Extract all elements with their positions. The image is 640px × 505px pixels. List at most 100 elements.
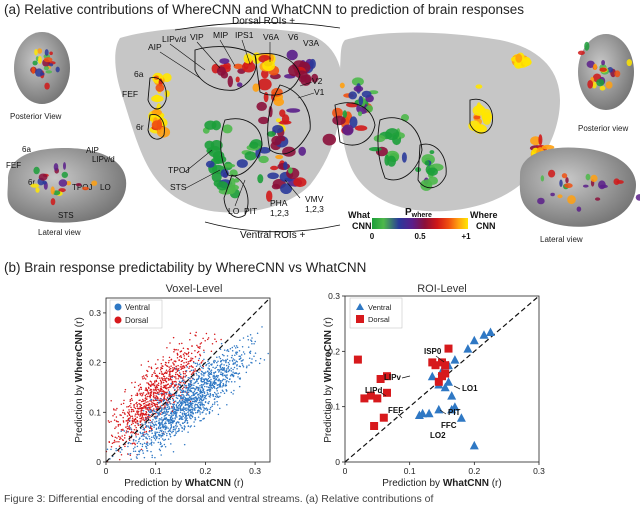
voxel-point [150, 381, 153, 383]
voxel-point [206, 379, 209, 381]
voxel-point [193, 378, 196, 381]
roi-label: LIPv/d [162, 34, 186, 44]
voxel-point [161, 392, 163, 395]
voxel-point [162, 359, 164, 361]
voxel-point [225, 390, 228, 392]
voxel-point [192, 398, 195, 400]
voxel-point [145, 374, 147, 376]
voxel-point [205, 381, 207, 384]
voxel-point [174, 425, 177, 427]
colorbar-right-label-line: CNN [476, 221, 496, 231]
roi-point-dorsal [441, 361, 450, 370]
voxel-point [187, 351, 190, 354]
voxel-point [114, 441, 116, 443]
roi-annotations: ISP0 LIPv LIPd FEF LO1 PIT FFC LO2 [365, 347, 478, 440]
voxel-point [182, 367, 184, 370]
voxel-point [199, 345, 201, 348]
voxel-point [203, 392, 206, 394]
voxel-point [176, 412, 178, 414]
voxel-point [164, 378, 167, 380]
voxel-point [210, 370, 212, 372]
voxel-point [174, 388, 176, 391]
voxel-point [141, 409, 143, 412]
voxel-point [164, 384, 167, 386]
voxel-point [168, 406, 170, 408]
voxel-point [203, 378, 206, 381]
voxel-point [163, 418, 165, 421]
voxel-point [131, 442, 134, 445]
roi-axes-frame [344, 295, 540, 463]
voxel-point [157, 375, 159, 378]
voxel-point [150, 422, 152, 424]
voxel-point [154, 434, 157, 437]
voxel-point [200, 379, 202, 381]
voxel-point [184, 391, 186, 393]
voxel-point [175, 394, 178, 397]
voxel-ylabel-suffix: (r) [74, 317, 85, 330]
voxel-point [150, 367, 153, 370]
voxel-point [192, 377, 194, 380]
voxel-point [194, 368, 196, 370]
voxel-point [196, 344, 198, 347]
voxel-point [184, 352, 186, 354]
label-pointers [159, 39, 315, 207]
activation-blob [156, 119, 163, 130]
voxel-point [199, 354, 202, 357]
voxel-point [242, 359, 244, 361]
voxel-point [147, 425, 149, 427]
voxel-point [154, 431, 156, 433]
voxel-point [214, 371, 217, 373]
voxel-point [188, 362, 190, 365]
voxel-point [154, 456, 156, 459]
voxel-point [164, 425, 167, 427]
voxel-point [135, 439, 137, 442]
voxel-point [151, 383, 153, 385]
voxel-point [128, 411, 131, 413]
voxel-point [191, 416, 194, 418]
voxel-point [168, 422, 170, 425]
voxel-point [168, 433, 171, 435]
voxel-point [195, 406, 197, 409]
voxel-point [182, 394, 184, 396]
voxel-point [130, 415, 132, 417]
voxel-point [172, 409, 174, 412]
voxel-point [209, 390, 211, 393]
voxel-point [179, 373, 182, 376]
voxel-point [181, 408, 184, 410]
voxel-point [173, 368, 176, 370]
voxel-point [267, 352, 269, 355]
voxel-point [160, 436, 162, 438]
voxel-point [247, 346, 250, 348]
voxel-point [160, 397, 162, 400]
voxel-point [225, 371, 228, 373]
voxel-point [139, 405, 141, 408]
voxel-point [155, 386, 158, 388]
voxel-point [134, 413, 137, 415]
voxel-point [191, 406, 193, 409]
voxel-point [186, 390, 189, 392]
roi-label: PHA [270, 198, 288, 208]
voxel-point [159, 368, 162, 371]
roi-point-ventral [440, 382, 450, 392]
roi-label: AIP [148, 42, 162, 52]
roi-point-ventral [456, 413, 466, 422]
voxel-point [163, 425, 166, 428]
voxel-point [170, 382, 172, 385]
voxel-point [187, 397, 189, 399]
activation-blob [75, 183, 82, 187]
voxel-point [183, 361, 185, 364]
voxel-point [154, 421, 156, 423]
voxel-point [160, 383, 162, 385]
voxel-point [172, 386, 175, 389]
voxel-point [132, 431, 135, 433]
activation-blob [613, 178, 620, 185]
voxel-point [168, 414, 170, 417]
voxel-point [130, 408, 133, 411]
voxel-point [202, 388, 205, 390]
voxel-point [150, 439, 153, 441]
voxel-point [219, 383, 222, 385]
voxel-point [163, 422, 166, 425]
voxel-point [136, 413, 138, 415]
activation-blob [162, 73, 172, 83]
voxel-point [114, 436, 117, 438]
